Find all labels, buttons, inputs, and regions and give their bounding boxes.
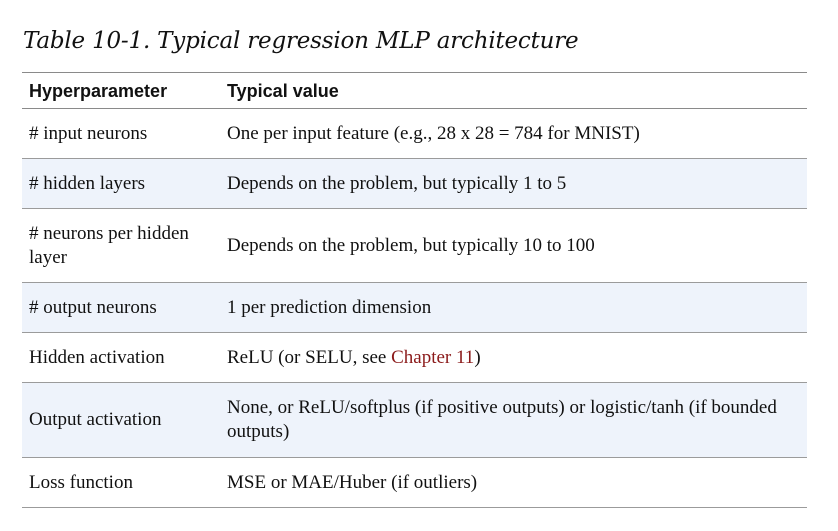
table-row: Hidden activation ReLU (or SELU, see Cha… xyxy=(22,333,807,383)
header-hyperparameter: Hyperparameter xyxy=(29,80,168,101)
hyperparameter-table: Hyperparameter Typical value # input neu… xyxy=(22,72,807,508)
table-row: Loss function MSE or MAE/Huber (if outli… xyxy=(22,458,807,508)
header-typical-value: Typical value xyxy=(227,80,339,101)
row-value: ReLU (or SELU, see Chapter 11) xyxy=(220,346,807,370)
row-value: Depends on the problem, but typically 1 … xyxy=(227,172,567,194)
table-row: Output activation None, or ReLU/softplus… xyxy=(22,383,807,458)
table-row: # output neurons 1 per prediction dimens… xyxy=(22,283,807,333)
row-value: One per input feature (e.g., 28 x 28 = 7… xyxy=(227,122,640,144)
value-prefix: ReLU (or SELU, see xyxy=(227,346,392,368)
row-param: # input neurons xyxy=(29,122,148,144)
table-row: # input neurons One per input feature (e… xyxy=(22,109,807,159)
table-caption: Table 10-1. Typical regression MLP archi… xyxy=(23,28,579,54)
table-header-row: Hyperparameter Typical value xyxy=(22,73,807,109)
chapter-11-link[interactable]: Chapter 11 xyxy=(391,346,475,368)
row-param: Output activation xyxy=(29,409,162,430)
table-row: # neurons per hidden layer Depends on th… xyxy=(22,209,807,283)
row-param: # neurons per hidden layer xyxy=(29,222,189,268)
table-row: # hidden layers Depends on the problem, … xyxy=(22,159,807,209)
row-value: Depends on the problem, but typically 10… xyxy=(227,234,595,256)
row-param: # output neurons xyxy=(29,296,157,318)
row-param: Hidden activation xyxy=(29,346,165,368)
row-value: MSE or MAE/Huber (if outliers) xyxy=(227,471,478,493)
row-value: None, or ReLU/softplus (if positive outp… xyxy=(227,397,777,442)
row-value: 1 per prediction dimension xyxy=(227,296,432,318)
row-param: Loss function xyxy=(29,471,133,493)
row-param: # hidden layers xyxy=(29,172,146,194)
value-suffix: ) xyxy=(474,346,481,368)
